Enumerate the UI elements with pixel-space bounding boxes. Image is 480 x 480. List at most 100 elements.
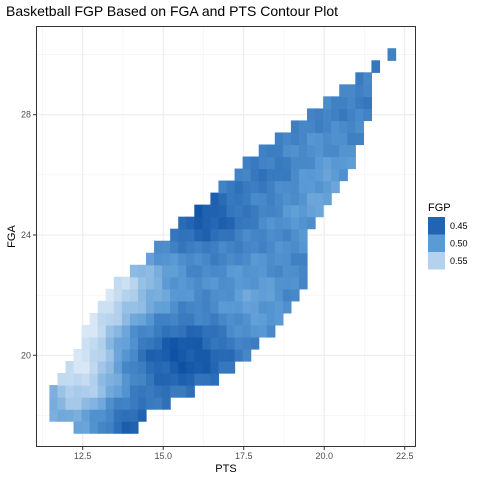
fgp-tile	[331, 120, 340, 134]
fgp-tile	[307, 144, 316, 158]
fgp-tile	[234, 300, 244, 314]
fgp-tile	[121, 361, 131, 374]
fgp-tile	[129, 324, 139, 338]
fgp-tile	[210, 336, 220, 350]
fgp-tile	[113, 348, 123, 362]
fgp-tile	[242, 348, 252, 362]
fgp-tile	[323, 168, 332, 182]
plot-panel	[36, 26, 416, 447]
fgp-tile	[331, 96, 340, 109]
fgp-tile	[323, 96, 332, 109]
fgp-tile	[154, 336, 163, 350]
fgp-tile	[355, 96, 364, 109]
fgp-tile	[137, 348, 147, 362]
fgp-tile	[290, 192, 300, 206]
fgp-tile	[266, 324, 276, 338]
fgp-tile	[210, 264, 220, 278]
fgp-tile	[121, 300, 131, 314]
fgp-tile	[65, 409, 75, 422]
fgp-tile	[105, 373, 115, 386]
fgp-tile	[234, 264, 244, 278]
fgp-tile	[162, 252, 171, 266]
fgp-tile	[57, 385, 67, 398]
fgp-tile	[202, 348, 211, 362]
fgp-tile	[274, 180, 284, 194]
fgp-tile	[105, 324, 115, 338]
fgp-tile	[234, 168, 244, 182]
fgp-tile	[186, 216, 195, 230]
x-axis-title: PTS	[215, 463, 236, 475]
fgp-tile	[178, 288, 187, 302]
fgp-tile	[266, 312, 276, 326]
fgp-tile	[97, 409, 107, 422]
fgp-tile	[339, 84, 348, 97]
fgp-tile	[282, 228, 292, 242]
fgp-tile	[121, 409, 131, 422]
fgp-tile	[154, 324, 163, 338]
fgp-tile	[97, 373, 107, 386]
fgp-tile	[307, 156, 316, 170]
fgp-tile	[146, 336, 155, 350]
fgp-tile	[250, 288, 260, 302]
fgp-tile	[282, 132, 292, 146]
fgp-tile	[129, 397, 139, 410]
legend-key-0-50	[428, 234, 445, 252]
fgp-tile	[73, 348, 83, 362]
chart-title: Basketball FGP Based on FGA and PTS Cont…	[6, 3, 338, 19]
fgp-tile	[307, 132, 316, 146]
fgp-tile	[129, 300, 139, 314]
fgp-tile	[218, 276, 228, 290]
fgp-tile	[89, 373, 99, 386]
fgp-tile	[194, 204, 203, 218]
fgp-tile	[274, 312, 284, 326]
fgp-tile	[282, 180, 292, 194]
fgp-tile	[178, 348, 187, 362]
fgp-tile	[170, 300, 179, 314]
y-tick-label-20: 20	[21, 350, 31, 360]
fgp-tile	[339, 156, 348, 170]
fgp-tile	[105, 312, 115, 326]
panel-border	[36, 26, 416, 447]
fgp-tile	[355, 120, 364, 134]
fgp-tile	[347, 108, 356, 122]
fgp-tile	[355, 132, 364, 146]
fgp-tile	[113, 312, 123, 326]
fgp-tile	[170, 348, 179, 362]
fgp-tile	[154, 300, 163, 314]
fgp-tile	[178, 373, 187, 386]
fgp-tile	[250, 228, 260, 242]
fgp-tile	[137, 276, 147, 290]
fgp-tile	[242, 168, 252, 182]
fgp-tile	[137, 409, 147, 422]
fgp-tile	[298, 180, 308, 194]
fgp-tile	[170, 361, 179, 374]
fgp-tile	[113, 336, 123, 350]
fgp-tile	[146, 312, 155, 326]
fgp-tile	[218, 228, 228, 242]
fgp-tile	[105, 348, 115, 362]
fgp-tile	[129, 288, 139, 302]
fgp-tile	[129, 336, 139, 350]
fgp-tile	[129, 312, 139, 326]
fgp-tile	[146, 385, 155, 398]
fgp-tile	[113, 361, 123, 374]
fgp-tile	[154, 264, 163, 278]
fgp-tile	[202, 204, 211, 218]
fgp-tile	[154, 288, 163, 302]
fgp-tile	[121, 385, 131, 398]
fgp-tile	[226, 228, 236, 242]
fgp-tile	[202, 336, 211, 350]
fgp-tile	[121, 276, 131, 290]
fgp-tile	[121, 397, 131, 410]
fgp-tile	[194, 336, 203, 350]
fgp-tile	[290, 240, 300, 254]
fgp-tile	[323, 132, 332, 146]
fgp-tile	[97, 361, 107, 374]
fgp-tile	[129, 276, 139, 290]
fgp-tile	[146, 288, 155, 302]
fgp-tile	[282, 300, 292, 314]
fgp-tile	[282, 264, 292, 278]
fgp-tile	[89, 324, 99, 338]
fgp-tile	[226, 252, 236, 266]
